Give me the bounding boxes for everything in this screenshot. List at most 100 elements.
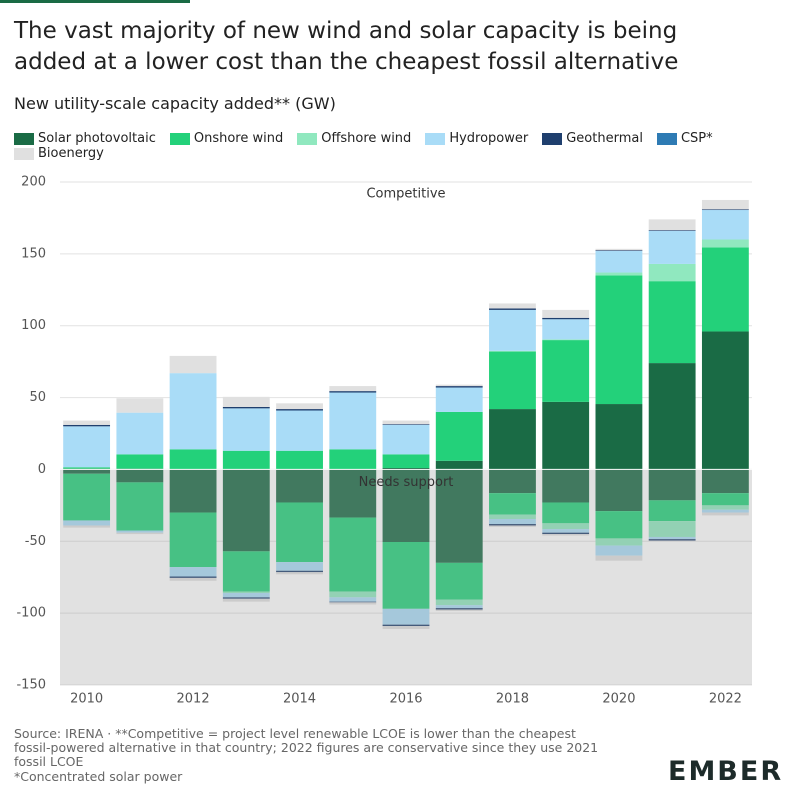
- chart-title: The vast majority of new wind and solar …: [14, 18, 679, 75]
- bar-segment: [116, 398, 164, 413]
- bar-segment-negative: [329, 469, 377, 518]
- legend-label: Offshore wind: [321, 131, 412, 146]
- bar-segment-negative: [63, 469, 111, 474]
- bar-segment-negative: [382, 542, 430, 609]
- bar-segment-negative: [169, 576, 217, 578]
- bar-segment-negative: [222, 591, 270, 594]
- bar-segment: [648, 230, 696, 231]
- bar-segment-negative: [435, 562, 483, 600]
- legend-swatch: [425, 132, 446, 145]
- legend-label: Geothermal: [566, 131, 643, 146]
- legend-item: CSP*: [656, 131, 713, 146]
- bar-segment: [329, 391, 377, 393]
- legend-swatch: [14, 132, 34, 145]
- legend: Solar photovoltaic Onshore wind Offshore w…: [14, 131, 784, 161]
- bar-segment-negative: [329, 602, 377, 605]
- bar-segment-negative: [489, 525, 536, 527]
- bar-segment-negative: [701, 512, 749, 516]
- bar-segment-negative: [169, 577, 217, 581]
- bar-segment: [542, 340, 590, 402]
- bar-segment: [489, 303, 536, 309]
- bar-segment-negative: [222, 598, 270, 602]
- bar-segment: [435, 386, 483, 388]
- bar-segment: [489, 309, 536, 351]
- bar-segment-negative: [382, 469, 430, 543]
- bar-segment-negative: [489, 493, 536, 515]
- bar-segment-negative: [329, 601, 377, 603]
- bar-segment: [542, 401, 590, 470]
- bar-segment-negative: [169, 469, 217, 513]
- bar-segment-negative: [63, 520, 111, 526]
- bar-segment: [63, 426, 111, 468]
- legend-item: Offshore wind: [297, 131, 411, 146]
- top-accent: [0, 0, 190, 3]
- legend-item: Geothermal: [542, 131, 643, 146]
- bar-segment-negative: [595, 545, 643, 556]
- bar-segment-negative: [542, 502, 590, 524]
- bar-segment: [329, 386, 377, 392]
- bar-segment: [648, 363, 696, 470]
- bar-segment-negative: [542, 532, 590, 535]
- bar-segment: [701, 199, 749, 210]
- bar-segment-negative: [489, 514, 536, 520]
- bar-segment: [542, 339, 590, 341]
- y-tick-label: 50: [29, 390, 46, 405]
- bar-segment-negative: [329, 597, 377, 602]
- bar-segment: [701, 331, 749, 470]
- bar-segment: [222, 450, 270, 470]
- bar-segment-negative: [542, 469, 590, 503]
- bar-segment-negative: [542, 534, 590, 536]
- y-tick-label: -100: [16, 606, 46, 621]
- y-tick-label: 150: [21, 246, 46, 261]
- bar-segment-negative: [435, 599, 483, 606]
- bar-segment: [489, 409, 536, 470]
- bar-segment-negative: [169, 512, 217, 568]
- bar-segment-negative: [648, 521, 696, 537]
- bar-segment-negative: [222, 593, 270, 598]
- bar-segment: [648, 263, 696, 282]
- legend-item: Bioenergy: [14, 146, 104, 161]
- legend-swatch: [169, 132, 190, 145]
- bar-segment: [63, 467, 111, 469]
- x-tick-label: 2010: [70, 692, 103, 707]
- bar-segment: [595, 404, 643, 470]
- bar-segment: [489, 308, 536, 310]
- bar-segment: [648, 281, 696, 364]
- bar-segment-negative: [542, 529, 590, 533]
- bar-segment-negative: [222, 597, 270, 599]
- bar-segment-negative: [595, 555, 643, 561]
- bar-segment: [276, 450, 323, 470]
- legend-swatch: [542, 132, 563, 145]
- legend-label: Bioenergy: [38, 146, 104, 161]
- bar-segment: [222, 396, 270, 407]
- bar-segment-negative: [701, 509, 749, 513]
- bar-segment: [382, 454, 430, 468]
- bar-segment-negative: [329, 517, 377, 592]
- bar-segment: [701, 210, 749, 240]
- legend-swatch: [297, 132, 318, 145]
- bar-segment-negative: [276, 502, 323, 563]
- x-tick-label: 2014: [283, 692, 316, 707]
- bar-segment: [276, 410, 323, 451]
- bar-segment: [435, 460, 483, 470]
- legend-item: Solar photovoltaic: [14, 131, 156, 146]
- legend-swatch: [656, 132, 677, 145]
- bar-segment: [382, 420, 430, 425]
- bar-segment: [701, 247, 749, 332]
- bar-segment: [542, 319, 590, 340]
- bar-segment: [435, 384, 483, 387]
- bar-segment-negative: [222, 551, 270, 592]
- y-tick-label: 0: [38, 462, 46, 477]
- chart: -150 -100 -50 0 50 100 150 200 2010 2012 2014 2016 2…: [16, 175, 752, 707]
- logo: EMBER: [668, 756, 784, 787]
- bar-segment: [63, 420, 111, 425]
- y-tick-label: -150: [16, 678, 46, 693]
- bar-segment: [595, 250, 643, 251]
- x-tick-label: 2012: [177, 692, 210, 707]
- x-tick-label: 2020: [602, 692, 635, 707]
- annotation: Needs support: [359, 475, 454, 490]
- bar-segment: [542, 317, 590, 320]
- bar-segment-negative: [276, 572, 323, 575]
- bar-segment-negative: [595, 511, 643, 539]
- bar-segment: [701, 239, 749, 248]
